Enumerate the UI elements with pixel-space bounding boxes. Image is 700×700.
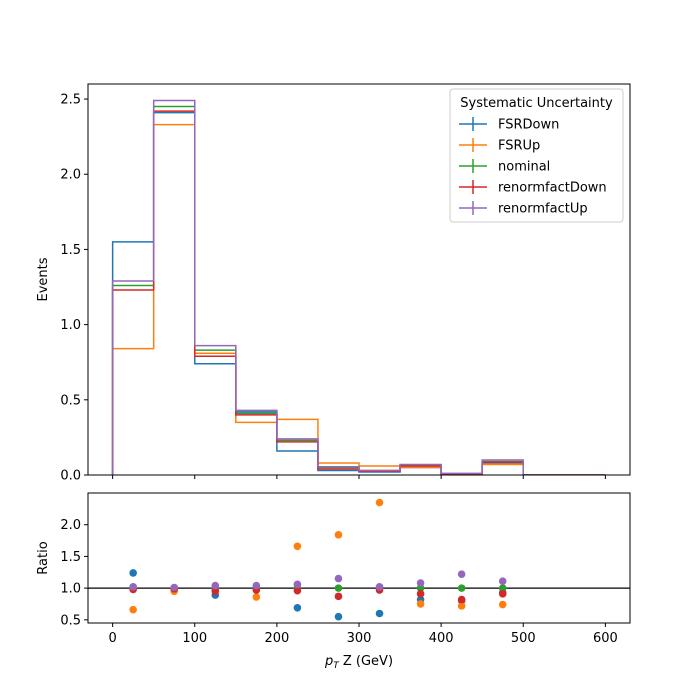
ratio-xtick-label: 200 bbox=[264, 631, 289, 646]
ratio-point-FSRDown bbox=[334, 612, 343, 621]
ratio-point-renormfactUp bbox=[498, 577, 507, 585]
ratio-plot-panel: 0.5 1.0 1.5 2.0 0 100 200 300 400 500 600 Ratio pT Z… bbox=[36, 492, 631, 671]
main-plot-panel: 0.0 0.5 1.0 1.5 2.0 2.5 Events Systematic Uncer… bbox=[36, 83, 631, 484]
ratio-point-renormfactDown bbox=[416, 590, 425, 598]
legend-entry-nominal: nominal bbox=[498, 160, 550, 175]
main-ytick-label: 2.0 bbox=[60, 168, 81, 183]
step-line-FSRDown bbox=[111, 111, 606, 475]
main-ytick-label: 0.5 bbox=[60, 393, 81, 408]
ratio-ytick-label: 1.5 bbox=[60, 550, 81, 565]
main-ytick-label: 0.0 bbox=[60, 469, 81, 484]
legend-marker-renormfactUp bbox=[459, 201, 487, 215]
legend-entry-FSRUp: FSRUp bbox=[498, 139, 540, 154]
legend-marker-FSRDown bbox=[459, 117, 487, 131]
ratio-point-renormfactUp bbox=[129, 583, 137, 591]
ratio-point-FSRDown bbox=[293, 603, 302, 612]
histogram-steps bbox=[111, 99, 606, 475]
ratio-ytick-label: 1.0 bbox=[60, 582, 81, 597]
ratio-point-FSRUp bbox=[129, 605, 137, 614]
ratio-ytick-label: 0.5 bbox=[60, 613, 81, 628]
ratio-ytick-label: 2.0 bbox=[60, 518, 81, 533]
step-line-renormfactDown bbox=[111, 110, 606, 475]
ratio-point-nominal bbox=[498, 584, 507, 592]
ratio-point-nominal bbox=[334, 584, 343, 592]
legend-marker-renormfactDown bbox=[459, 180, 487, 194]
legend-marker-FSRUp bbox=[459, 138, 487, 152]
ratio-point-FSRUp bbox=[375, 498, 384, 507]
legend-marker-nominal bbox=[459, 159, 487, 173]
legend-entry-renormfactUp: renormfactUp bbox=[498, 202, 588, 217]
ratio-point-renormfactUp bbox=[252, 581, 261, 590]
ratio-series-FSRDown bbox=[129, 569, 507, 621]
step-line-nominal bbox=[111, 105, 606, 475]
ratio-ylabel: Ratio bbox=[36, 541, 51, 574]
ratio-point-renormfactUp bbox=[416, 579, 425, 587]
main-ytick-label: 1.5 bbox=[60, 243, 81, 258]
ratio-point-renormfactDown bbox=[293, 586, 302, 595]
ratio-axes-frame bbox=[87, 492, 631, 624]
ratio-point-renormfactDown bbox=[498, 590, 507, 598]
ratio-point-FSRUp bbox=[334, 531, 343, 539]
ratio-series-FSRUp bbox=[129, 498, 507, 614]
ratio-xtick-label: 500 bbox=[511, 631, 536, 646]
ratio-point-renormfactDown bbox=[334, 592, 343, 601]
ratio-xtick-label: 600 bbox=[593, 631, 618, 646]
ratio-series-renormfactUp bbox=[129, 570, 507, 592]
ratio-point-renormfactUp bbox=[375, 583, 384, 591]
ratio-xtick-label: 0 bbox=[108, 631, 116, 646]
legend: Systematic Uncertainty FSRDown FSRUp nomina… bbox=[449, 88, 624, 223]
ratio-point-renormfactDown bbox=[211, 587, 220, 596]
ratio-point-FSRUp bbox=[416, 600, 425, 608]
main-ylabel: Events bbox=[36, 257, 51, 301]
legend-box bbox=[449, 88, 624, 223]
ratio-point-nominal bbox=[457, 584, 466, 592]
legend-title: Systematic Uncertainty bbox=[460, 96, 613, 111]
ratio-point-FSRDown bbox=[129, 569, 137, 577]
ratio-xtick-label: 300 bbox=[347, 631, 372, 646]
xaxis-label: pT Z (GeV) bbox=[324, 654, 393, 671]
ratio-point-FSRUp bbox=[498, 600, 507, 609]
legend-entry-FSRDown: FSRDown bbox=[498, 118, 559, 133]
ratio-point-FSRUp bbox=[252, 593, 261, 601]
ratio-xtick-label: 100 bbox=[182, 631, 207, 646]
main-ytick-label: 2.5 bbox=[60, 93, 81, 108]
ratio-point-renormfactUp bbox=[170, 583, 179, 592]
ratio-point-FSRDown bbox=[375, 609, 384, 618]
ratio-point-renormfactDown bbox=[457, 595, 466, 604]
step-line-renormfactUp bbox=[111, 99, 606, 475]
ratio-point-FSRUp bbox=[293, 542, 302, 551]
ratio-point-renormfactUp bbox=[334, 574, 343, 583]
ratio-point-FSRUp bbox=[457, 602, 466, 610]
ratio-point-renormfactUp bbox=[211, 581, 220, 590]
ratio-point-renormfactUp bbox=[457, 570, 466, 578]
step-line-FSRUp bbox=[111, 123, 606, 475]
ratio-point-renormfactUp bbox=[293, 580, 302, 589]
main-ytick-label: 1.0 bbox=[60, 318, 81, 333]
legend-entry-renormfactDown: renormfactDown bbox=[498, 181, 607, 196]
ratio-xtick-label: 400 bbox=[429, 631, 454, 646]
